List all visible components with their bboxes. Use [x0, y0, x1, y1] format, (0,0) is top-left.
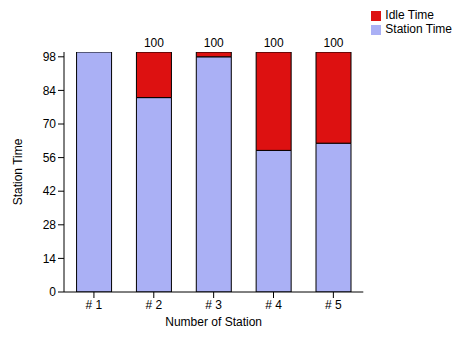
svg-text:28: 28	[43, 218, 57, 232]
html-text:Station Time: Station Time	[385, 22, 452, 36]
svg-text:# 2: # 2	[145, 298, 162, 312]
svg-text:Station Time: Station Time	[11, 138, 25, 205]
svg-text:# 1: # 1	[86, 298, 103, 312]
svg-text:# 4: # 4	[265, 298, 282, 312]
svg-text:100: 100	[144, 36, 164, 50]
svg-text:# 3: # 3	[205, 298, 222, 312]
svg-text:# 5: # 5	[325, 298, 342, 312]
svg-text:56: 56	[43, 151, 57, 165]
svg-text:70: 70	[43, 117, 57, 131]
html-text:Idle Time: Idle Time	[385, 8, 434, 22]
svg-text:84: 84	[43, 84, 57, 98]
svg-text:98: 98	[43, 50, 57, 64]
svg-text:100: 100	[204, 36, 224, 50]
svg-text:100: 100	[264, 36, 284, 50]
svg-text:42: 42	[43, 184, 57, 198]
svg-text:Number of Station: Number of Station	[165, 315, 262, 329]
svg-text:100: 100	[323, 36, 343, 50]
svg-text:0: 0	[49, 285, 56, 299]
svg-text:14: 14	[43, 252, 57, 266]
